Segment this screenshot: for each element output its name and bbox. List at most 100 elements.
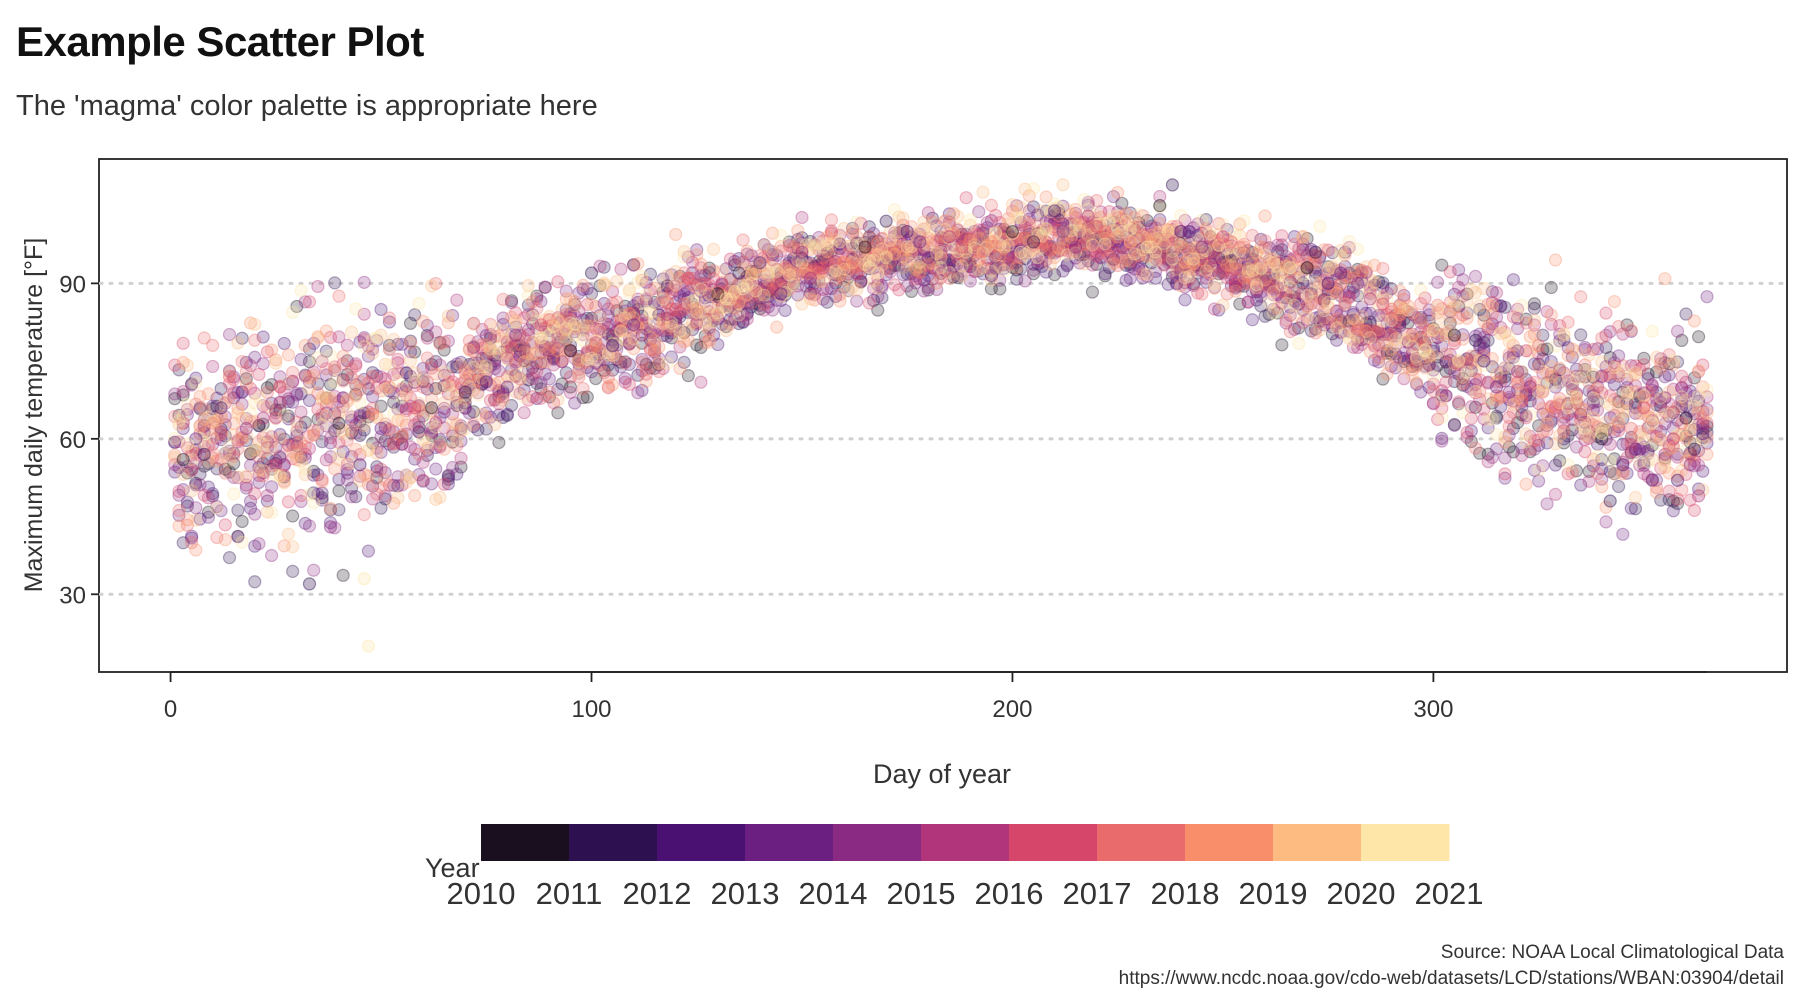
data-point bbox=[1557, 327, 1571, 341]
data-point bbox=[1186, 248, 1201, 262]
data-point bbox=[744, 264, 759, 278]
data-point bbox=[1645, 413, 1659, 428]
data-point bbox=[1574, 407, 1588, 421]
data-point bbox=[1207, 239, 1222, 253]
data-point bbox=[1039, 242, 1053, 257]
data-point bbox=[302, 393, 317, 408]
data-point bbox=[1106, 210, 1121, 224]
data-point bbox=[408, 452, 422, 466]
data-point bbox=[584, 311, 599, 325]
data-point bbox=[1043, 241, 1057, 255]
data-point bbox=[1536, 343, 1550, 357]
data-point bbox=[1258, 209, 1272, 223]
data-point bbox=[946, 253, 961, 267]
data-point bbox=[374, 445, 388, 459]
data-point bbox=[1237, 263, 1251, 277]
data-point bbox=[218, 518, 232, 532]
data-point bbox=[1056, 234, 1070, 249]
data-point bbox=[1548, 339, 1563, 353]
data-point bbox=[450, 467, 464, 481]
data-point bbox=[542, 323, 557, 338]
y-axis-label: Maximum daily temperature [°F] bbox=[20, 238, 48, 593]
data-point bbox=[1111, 226, 1125, 240]
data-point bbox=[639, 362, 653, 376]
data-point bbox=[222, 444, 237, 458]
data-point bbox=[1346, 307, 1361, 322]
data-point bbox=[1532, 419, 1546, 433]
data-point bbox=[248, 487, 262, 501]
data-point bbox=[357, 508, 371, 522]
data-point bbox=[892, 258, 906, 272]
data-point bbox=[930, 253, 944, 267]
data-point bbox=[989, 261, 1003, 276]
data-point bbox=[1540, 375, 1554, 390]
legend-swatch-2012 bbox=[657, 824, 746, 861]
data-point bbox=[1136, 264, 1150, 278]
data-point bbox=[1203, 242, 1217, 256]
data-point bbox=[218, 462, 232, 476]
data-point bbox=[791, 253, 805, 267]
data-point bbox=[185, 377, 199, 391]
data-point bbox=[1363, 331, 1377, 345]
data-point bbox=[412, 296, 426, 311]
data-point bbox=[824, 244, 839, 258]
data-point bbox=[332, 472, 346, 486]
data-point bbox=[993, 282, 1007, 296]
data-point bbox=[584, 297, 599, 311]
data-point bbox=[1085, 285, 1100, 299]
data-point bbox=[290, 439, 304, 453]
data-point bbox=[206, 489, 220, 503]
data-point bbox=[307, 427, 321, 442]
series-point-2015 bbox=[1207, 250, 1222, 265]
data-point bbox=[1540, 436, 1554, 450]
data-point bbox=[1220, 247, 1234, 261]
data-point bbox=[1174, 264, 1188, 279]
data-point bbox=[1633, 442, 1647, 456]
data-point bbox=[1329, 267, 1344, 281]
data-point bbox=[1624, 323, 1638, 337]
data-point bbox=[1035, 225, 1049, 239]
data-point bbox=[1258, 277, 1272, 291]
data-point bbox=[1586, 370, 1600, 384]
data-point bbox=[1043, 239, 1057, 253]
data-point bbox=[967, 239, 982, 254]
data-point bbox=[344, 481, 359, 495]
data-point bbox=[1692, 482, 1706, 496]
data-point bbox=[690, 338, 704, 352]
data-point bbox=[1351, 289, 1365, 303]
data-point bbox=[1296, 230, 1310, 244]
data-point bbox=[218, 429, 232, 443]
data-point bbox=[429, 354, 443, 369]
data-point bbox=[559, 303, 573, 317]
data-point bbox=[694, 284, 708, 299]
data-point bbox=[1077, 228, 1091, 242]
data-point bbox=[496, 292, 510, 306]
data-point bbox=[824, 281, 839, 296]
data-point bbox=[1056, 178, 1070, 192]
data-point bbox=[1557, 432, 1571, 446]
data-point bbox=[576, 313, 590, 327]
data-point bbox=[984, 268, 999, 283]
data-point bbox=[976, 185, 990, 199]
data-point bbox=[521, 373, 535, 387]
series-point-2011 bbox=[458, 385, 472, 399]
data-point bbox=[1544, 308, 1558, 322]
data-point bbox=[673, 324, 687, 338]
data-point bbox=[206, 399, 220, 413]
data-point bbox=[1523, 394, 1537, 408]
series-point-2014 bbox=[1351, 276, 1365, 290]
data-point bbox=[450, 434, 464, 448]
data-point bbox=[1161, 277, 1175, 291]
data-point bbox=[1296, 276, 1310, 290]
data-point bbox=[273, 469, 287, 483]
data-point bbox=[399, 379, 413, 393]
data-point bbox=[1039, 204, 1053, 218]
data-point bbox=[1287, 293, 1302, 307]
data-point bbox=[1372, 275, 1386, 289]
data-point bbox=[235, 385, 249, 399]
data-point bbox=[416, 374, 430, 389]
series-point-2010 bbox=[1447, 328, 1462, 342]
data-point bbox=[1304, 313, 1318, 328]
data-point bbox=[1132, 249, 1146, 264]
